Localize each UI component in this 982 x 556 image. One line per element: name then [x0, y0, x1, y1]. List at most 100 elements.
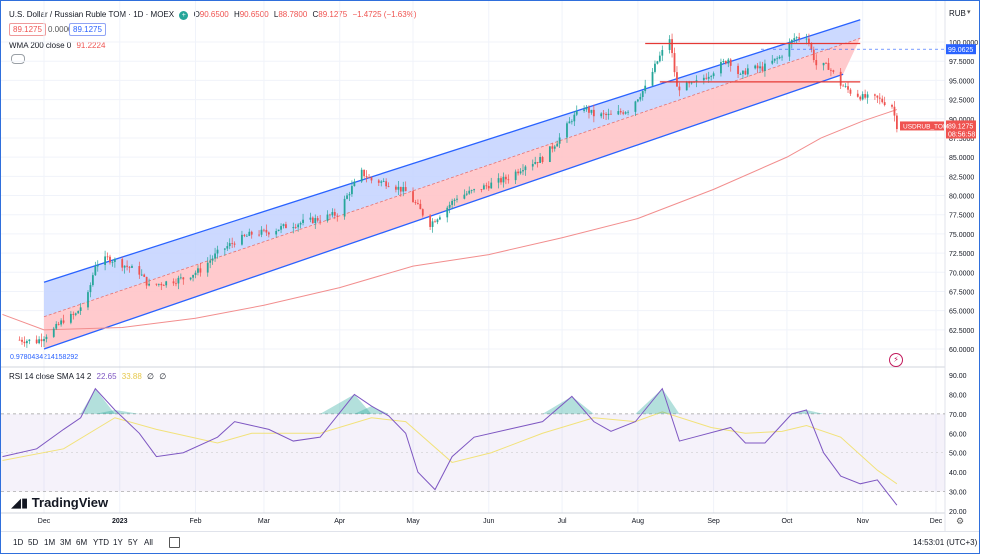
timeframe-1y[interactable]: 1Y — [113, 538, 123, 547]
time-tick-label: Dec — [38, 518, 51, 525]
candle-body — [705, 77, 708, 79]
candle-body — [292, 227, 295, 229]
price-tick-label: 80.0000 — [949, 194, 974, 201]
candle-body — [570, 121, 573, 123]
settings-gear-icon[interactable]: ⚙ — [956, 516, 965, 526]
candle-body — [302, 219, 304, 223]
candle-body — [678, 86, 681, 91]
chart-canvas[interactable]: 60.0000 62.5000 65.0000 67.5000 70.0000 72.50… — [1, 1, 979, 531]
candle-body — [788, 43, 791, 57]
candle-body — [737, 65, 739, 74]
candle-body — [382, 181, 385, 183]
channel-upper-line — [43, 19, 861, 283]
candle-body — [600, 113, 603, 117]
price-tick-label: 70.0000 — [949, 270, 974, 277]
candle-body — [656, 61, 659, 64]
candle-body — [55, 323, 58, 329]
candle-body — [536, 162, 539, 163]
candle-body — [539, 156, 541, 163]
candle-body — [189, 277, 192, 280]
currency-label[interactable]: RUB — [949, 9, 966, 18]
candle-body — [311, 217, 314, 224]
candle-body — [326, 214, 329, 221]
timeframe-6m[interactable]: 6M — [76, 538, 88, 547]
candle-body — [446, 207, 449, 218]
rsi-label[interactable]: RSI 14 close SMA 14 2 — [9, 372, 92, 381]
candle-body — [35, 339, 38, 344]
candle-body — [245, 235, 248, 237]
timeframe-all[interactable]: All — [144, 538, 153, 547]
candle-body — [79, 307, 82, 311]
ask-pill[interactable]: 89.1275 — [69, 23, 106, 36]
candle-body — [690, 81, 693, 84]
candle-body — [399, 186, 402, 192]
candle-body — [485, 185, 488, 187]
candle-body — [815, 59, 818, 66]
candle-body — [771, 60, 774, 64]
wma-label[interactable]: WMA 200 close 0 — [9, 41, 72, 50]
candle-body — [109, 256, 111, 263]
candle-body — [676, 72, 678, 87]
candle-body — [534, 162, 537, 164]
rsi-extra-2: ∅ — [159, 372, 167, 381]
symbol-title[interactable]: U.S. Dollar / Russian Ruble TOM · 1D · M… — [9, 10, 175, 19]
tradingview-logo[interactable]: ◢▮ TradingView — [11, 495, 108, 511]
candle-body — [299, 222, 302, 225]
candle-body — [644, 85, 647, 92]
candle-body — [172, 281, 175, 284]
timeframe-5y[interactable]: 5Y — [128, 538, 138, 547]
candle-body — [319, 220, 322, 222]
bottom-toolbar: 1D 5D 1M 3M 6M YTD 1Y 5Y All 14:53:01 (UTC+3) — [1, 531, 979, 554]
price-tick-label: 75.0000 — [949, 232, 974, 239]
rsi-tick-label: 60.00 — [949, 431, 967, 438]
candle-body — [368, 177, 370, 179]
candle-body — [575, 110, 578, 115]
candle-body — [465, 193, 468, 195]
plus-icon[interactable]: + — [179, 11, 189, 20]
candle-body — [668, 39, 671, 50]
candle-body — [861, 94, 864, 100]
candle-body — [316, 218, 319, 221]
compare-icon[interactable] — [11, 54, 25, 64]
candle-body — [453, 199, 456, 201]
change-value: −1.4725 (−1.63%) — [352, 10, 417, 19]
time-tick-label: May — [406, 518, 420, 525]
candle-body — [519, 171, 522, 174]
timeframe-3m[interactable]: 3M — [60, 538, 72, 547]
candle-body — [710, 76, 713, 77]
candle-body — [282, 224, 285, 227]
clock-text[interactable]: 14:53:01 (UTC+3) — [913, 538, 978, 547]
candle-body — [619, 111, 622, 113]
candle-body — [522, 170, 524, 172]
level-tag-bg — [946, 44, 976, 55]
timeframe-5d[interactable]: 5D — [28, 538, 39, 547]
candle-body — [21, 339, 23, 342]
timeframe-1d[interactable]: 1D — [13, 538, 24, 547]
candle-body — [145, 276, 148, 286]
bid-pill[interactable]: 89.1275 — [9, 23, 46, 36]
candle-body — [331, 212, 334, 216]
timeframe-ytd[interactable]: YTD — [93, 538, 109, 547]
calendar-icon[interactable] — [169, 537, 180, 548]
candle-body — [28, 339, 31, 342]
rsi-overbought-fill — [80, 388, 115, 414]
alert-star-icon[interactable]: ⚡ — [889, 353, 903, 367]
ohlc-high: H90.6500 — [233, 10, 269, 19]
candle-body — [96, 264, 99, 267]
rsi-overbought-fill — [354, 406, 389, 414]
rsi-tick-label: 20.00 — [949, 509, 967, 516]
candle-body — [421, 209, 424, 216]
rsi-tick-label: 40.00 — [949, 470, 967, 477]
candle-body — [866, 94, 869, 98]
candle-body — [348, 194, 351, 196]
candle-body — [121, 259, 124, 268]
candle-body — [622, 112, 625, 114]
chevron-down-icon[interactable]: ▾ — [967, 9, 971, 16]
candle-body — [805, 38, 808, 40]
candle-body — [874, 94, 876, 96]
timeframe-1m[interactable]: 1M — [44, 538, 56, 547]
candle-body — [754, 65, 757, 69]
candle-body — [729, 59, 732, 66]
candle-body — [761, 66, 764, 71]
candle-body — [18, 339, 21, 341]
